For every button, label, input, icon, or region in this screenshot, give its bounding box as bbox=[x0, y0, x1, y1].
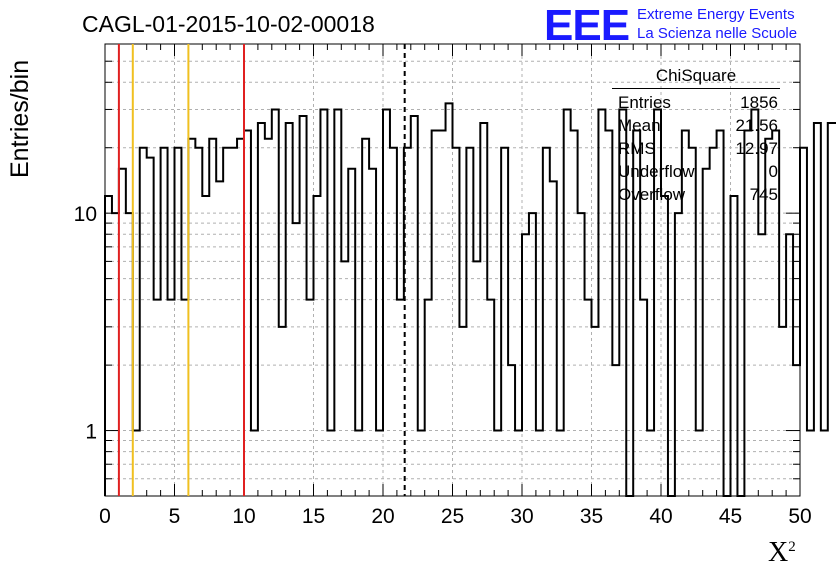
y-tick-label: 1 bbox=[85, 421, 97, 444]
chart-title: CAGL-01-2015-10-02-00018 bbox=[82, 11, 375, 37]
stats-row-mean: Mean 21.56 bbox=[618, 116, 778, 135]
stats-row-rms: RMS 12.97 bbox=[618, 139, 778, 158]
histogram-outline bbox=[104, 102, 836, 497]
stats-row-overflow: Overflow 745 bbox=[618, 185, 778, 204]
logo-line-2: La Scienza nelle Scuole bbox=[637, 25, 798, 42]
x-tick-label: 35 bbox=[580, 505, 603, 528]
x-tick-label: 15 bbox=[302, 505, 325, 528]
x-tick-label: 50 bbox=[788, 505, 811, 528]
stats-row-underflow: Underflow 0 bbox=[618, 162, 778, 181]
stats-box: ChiSquare Entries 1856 Mean 21.56 RMS 12.97… bbox=[612, 66, 780, 206]
x-tick-label: 5 bbox=[169, 505, 181, 528]
eee-logo: EEE bbox=[544, 1, 630, 50]
x-tick-label: 0 bbox=[99, 505, 111, 528]
stats-row-entries: Entries 1856 bbox=[618, 93, 778, 112]
stats-title: ChiSquare bbox=[612, 66, 780, 89]
x-tick-label: 30 bbox=[510, 505, 533, 528]
logo-line-1: Extreme Energy Events bbox=[637, 6, 795, 23]
y-axis-label: Entries/bin bbox=[6, 59, 34, 178]
y-tick-label: 10 bbox=[74, 203, 97, 226]
x-tick-label: 10 bbox=[232, 505, 255, 528]
x-tick-label: 40 bbox=[649, 505, 672, 528]
x-tick-label: 20 bbox=[371, 505, 394, 528]
x-tick-label: 25 bbox=[441, 505, 464, 528]
x-tick-label: 45 bbox=[719, 505, 742, 528]
x-axis-label: X2 bbox=[768, 537, 796, 568]
